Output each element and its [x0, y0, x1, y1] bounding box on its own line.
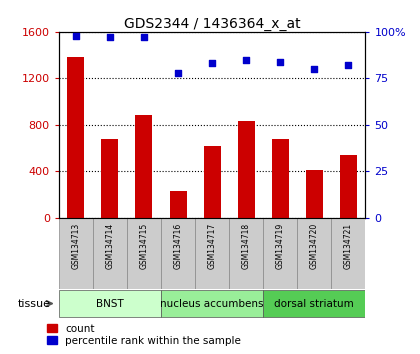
Text: nucleus accumbens: nucleus accumbens: [160, 298, 264, 309]
Bar: [127, 218, 161, 289]
Point: [107, 35, 113, 40]
Bar: [195, 218, 229, 289]
Text: GSM134713: GSM134713: [71, 223, 80, 269]
Bar: [67, 57, 84, 218]
Point: [175, 70, 181, 76]
Bar: [59, 218, 93, 289]
Bar: [306, 170, 323, 218]
Text: GSM134718: GSM134718: [241, 223, 251, 269]
Point: [277, 59, 284, 64]
Bar: [135, 115, 152, 218]
Bar: [229, 218, 263, 289]
Bar: [93, 218, 127, 289]
Bar: [263, 218, 297, 289]
Bar: [297, 218, 331, 289]
Bar: [272, 139, 289, 218]
Text: GSM134714: GSM134714: [105, 223, 114, 269]
Bar: [263, 290, 365, 317]
Text: GSM134719: GSM134719: [276, 223, 285, 269]
Bar: [101, 139, 118, 218]
Point: [141, 35, 147, 40]
Bar: [340, 155, 357, 218]
Bar: [331, 218, 365, 289]
Bar: [161, 218, 195, 289]
Bar: [204, 146, 220, 218]
Title: GDS2344 / 1436364_x_at: GDS2344 / 1436364_x_at: [124, 17, 300, 31]
Text: GSM134716: GSM134716: [173, 223, 183, 269]
Text: dorsal striatum: dorsal striatum: [274, 298, 354, 309]
Text: GSM134717: GSM134717: [207, 223, 217, 269]
Text: GSM134720: GSM134720: [310, 223, 319, 269]
Point: [243, 57, 249, 63]
Point: [311, 66, 318, 72]
Bar: [170, 191, 186, 218]
Bar: [238, 121, 255, 218]
Text: BNST: BNST: [96, 298, 124, 309]
Point: [209, 61, 215, 66]
Bar: [59, 290, 161, 317]
Point: [73, 33, 79, 39]
Text: tissue: tissue: [17, 298, 50, 309]
Bar: [161, 290, 263, 317]
Point: [345, 62, 352, 68]
Text: GSM134715: GSM134715: [139, 223, 148, 269]
Legend: count, percentile rank within the sample: count, percentile rank within the sample: [47, 324, 241, 346]
Text: GSM134721: GSM134721: [344, 223, 353, 269]
